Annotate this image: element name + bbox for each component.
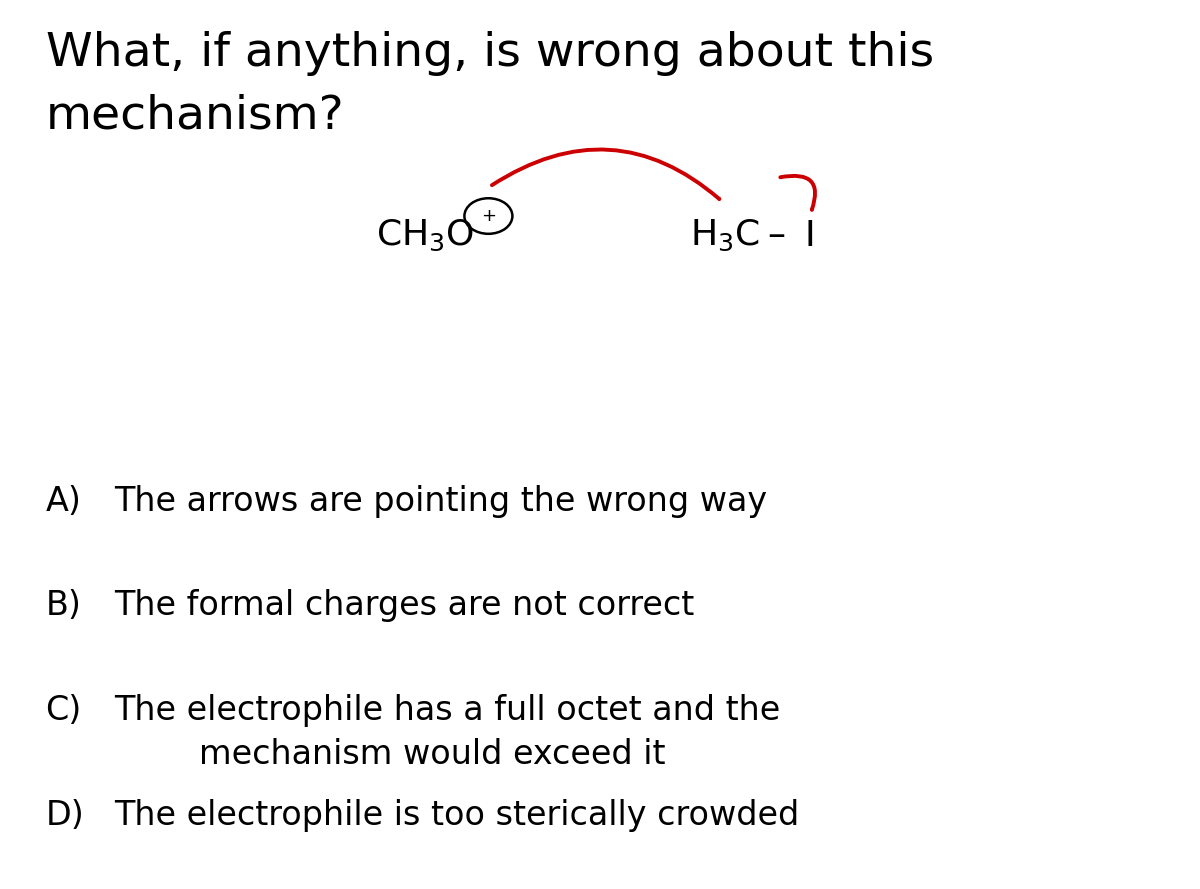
Text: What, if anything, is wrong about this: What, if anything, is wrong about this <box>46 31 934 76</box>
Text: C): C) <box>46 694 82 727</box>
Text: $\mathdefault{H_3C}$: $\mathdefault{H_3C}$ <box>690 218 760 253</box>
Text: The electrophile is too sterically crowded: The electrophile is too sterically crowd… <box>114 799 799 832</box>
Text: The electrophile has a full octet and the
        mechanism would exceed it: The electrophile has a full octet and th… <box>114 694 780 771</box>
Text: The arrows are pointing the wrong way: The arrows are pointing the wrong way <box>114 485 767 517</box>
FancyArrowPatch shape <box>492 149 719 199</box>
Text: +: + <box>481 207 496 225</box>
FancyArrowPatch shape <box>780 176 815 210</box>
Text: B): B) <box>46 589 82 622</box>
Text: The formal charges are not correct: The formal charges are not correct <box>114 589 695 622</box>
Text: $\mathdefault{CH_3O}$: $\mathdefault{CH_3O}$ <box>376 218 474 253</box>
Text: D): D) <box>46 799 84 832</box>
Text: A): A) <box>46 485 82 517</box>
Text: I: I <box>805 219 815 252</box>
Text: mechanism?: mechanism? <box>46 93 344 139</box>
Text: –: – <box>768 219 785 252</box>
